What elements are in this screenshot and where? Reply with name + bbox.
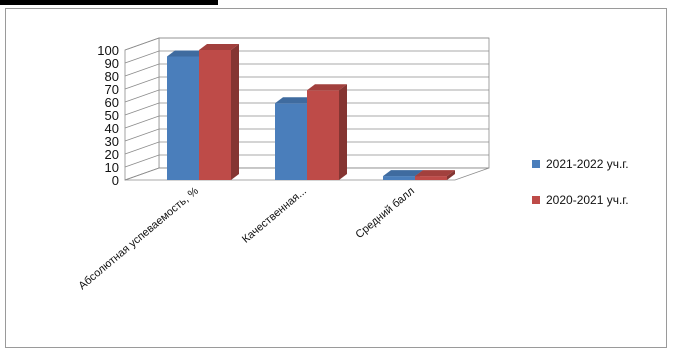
bar-front <box>307 90 339 180</box>
y-tick-label: 10 <box>105 160 119 175</box>
legend-swatch <box>532 196 540 204</box>
category-labels: Абсолютная успеваемость, % Качественная..… <box>76 185 416 292</box>
legend-swatch <box>532 160 540 168</box>
bar <box>199 44 239 180</box>
gridline <box>124 50 489 64</box>
bar <box>415 170 455 180</box>
gridline <box>124 115 489 129</box>
bar-top <box>415 170 455 177</box>
gridline <box>124 63 489 77</box>
y-tick-label: 80 <box>105 69 119 84</box>
gridline <box>124 37 489 51</box>
gridline <box>124 154 489 168</box>
bar-front <box>275 103 307 180</box>
category-label: Качественная... <box>240 185 309 246</box>
bar-front <box>199 50 231 180</box>
gridline <box>124 141 489 155</box>
bar-side <box>231 44 239 180</box>
legend-label: 2021-2022 уч.г. <box>546 157 629 171</box>
bar-top <box>275 97 315 104</box>
bar-top <box>383 170 423 177</box>
y-tick-label: 40 <box>105 121 119 136</box>
gridline <box>124 76 489 90</box>
gridline <box>124 89 489 103</box>
gridline <box>124 167 489 181</box>
category-label: Средний балл <box>353 185 416 241</box>
legend: 2021-2022 уч.г. 2020-2021 уч.г. <box>532 157 629 207</box>
bars <box>167 44 455 180</box>
y-tick-label: 20 <box>105 147 119 162</box>
bar-top <box>307 84 347 91</box>
legend-label: 2020-2021 уч.г. <box>546 193 629 207</box>
bar-top <box>167 50 207 57</box>
bar-front <box>167 56 199 180</box>
gridlines <box>124 37 489 181</box>
y-tick-label: 50 <box>105 108 119 123</box>
y-tick-label: 70 <box>105 82 119 97</box>
bar-side <box>339 84 347 180</box>
bar-side <box>447 170 455 180</box>
y-tick-label: 0 <box>112 173 119 188</box>
gridline <box>124 102 489 116</box>
bar-front <box>383 176 415 180</box>
gridline <box>124 128 489 142</box>
bar <box>307 84 347 180</box>
y-tick-label: 90 <box>105 56 119 71</box>
bar-top <box>199 44 239 50</box>
y-tick-label: 100 <box>97 43 119 58</box>
category-label: Абсолютная успеваемость, % <box>76 185 201 292</box>
y-tick-label: 60 <box>105 95 119 110</box>
top-black-bar <box>0 0 218 5</box>
y-tick-label: 30 <box>105 134 119 149</box>
bar-front <box>415 176 447 180</box>
